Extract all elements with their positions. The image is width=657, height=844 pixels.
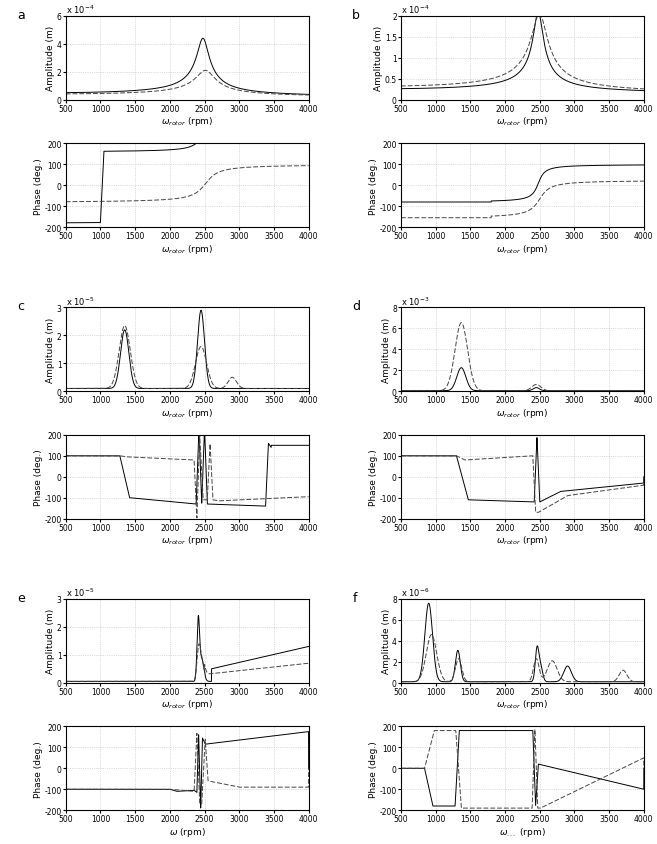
Text: f: f [352,591,357,603]
Text: x 10$^{-5}$: x 10$^{-5}$ [66,295,94,307]
Text: x 10$^{-3}$: x 10$^{-3}$ [401,295,430,307]
Text: x 10$^{-5}$: x 10$^{-5}$ [66,586,94,598]
Text: b: b [352,8,360,21]
X-axis label: $\omega_{...}$ (rpm): $\omega_{...}$ (rpm) [499,825,546,838]
Text: a: a [17,8,25,21]
Y-axis label: Phase (deg.): Phase (deg.) [34,740,43,797]
X-axis label: $\omega_{rotor}$ (rpm): $\omega_{rotor}$ (rpm) [496,406,549,419]
Y-axis label: Phase (deg.): Phase (deg.) [369,740,378,797]
Y-axis label: Phase (deg.): Phase (deg.) [34,158,43,214]
X-axis label: $\omega_{rotor}$ (rpm): $\omega_{rotor}$ (rpm) [161,115,214,128]
X-axis label: $\omega_{rotor}$ (rpm): $\omega_{rotor}$ (rpm) [161,697,214,711]
X-axis label: $\omega_{rotor}$ (rpm): $\omega_{rotor}$ (rpm) [161,242,214,256]
X-axis label: $\omega_{rotor}$ (rpm): $\omega_{rotor}$ (rpm) [496,242,549,256]
X-axis label: $\omega_{rotor}$ (rpm): $\omega_{rotor}$ (rpm) [496,115,549,128]
Text: x 10$^{-4}$: x 10$^{-4}$ [401,3,430,16]
Y-axis label: Amplitude (m): Amplitude (m) [382,609,390,674]
Y-axis label: Amplitude (m): Amplitude (m) [382,317,390,382]
Y-axis label: Phase (deg.): Phase (deg.) [369,158,378,214]
Text: x 10$^{-4}$: x 10$^{-4}$ [66,3,95,16]
Y-axis label: Phase (deg.): Phase (deg.) [34,449,43,506]
X-axis label: $\omega_{rotor}$ (rpm): $\omega_{rotor}$ (rpm) [496,533,549,547]
Text: e: e [17,591,25,603]
X-axis label: $\omega$ (rpm): $\omega$ (rpm) [169,825,206,838]
Y-axis label: Phase (deg.): Phase (deg.) [369,449,378,506]
Y-axis label: Amplitude (m): Amplitude (m) [374,26,383,91]
X-axis label: $\omega_{rotor}$ (rpm): $\omega_{rotor}$ (rpm) [161,533,214,547]
Text: d: d [352,300,360,312]
X-axis label: $\omega_{rotor}$ (rpm): $\omega_{rotor}$ (rpm) [496,697,549,711]
Text: c: c [17,300,24,312]
Y-axis label: Amplitude (m): Amplitude (m) [46,317,55,382]
Text: x 10$^{-6}$: x 10$^{-6}$ [401,586,430,598]
Y-axis label: Amplitude (m): Amplitude (m) [46,26,55,91]
X-axis label: $\omega_{rotor}$ (rpm): $\omega_{rotor}$ (rpm) [161,406,214,419]
Y-axis label: Amplitude (m): Amplitude (m) [46,609,55,674]
